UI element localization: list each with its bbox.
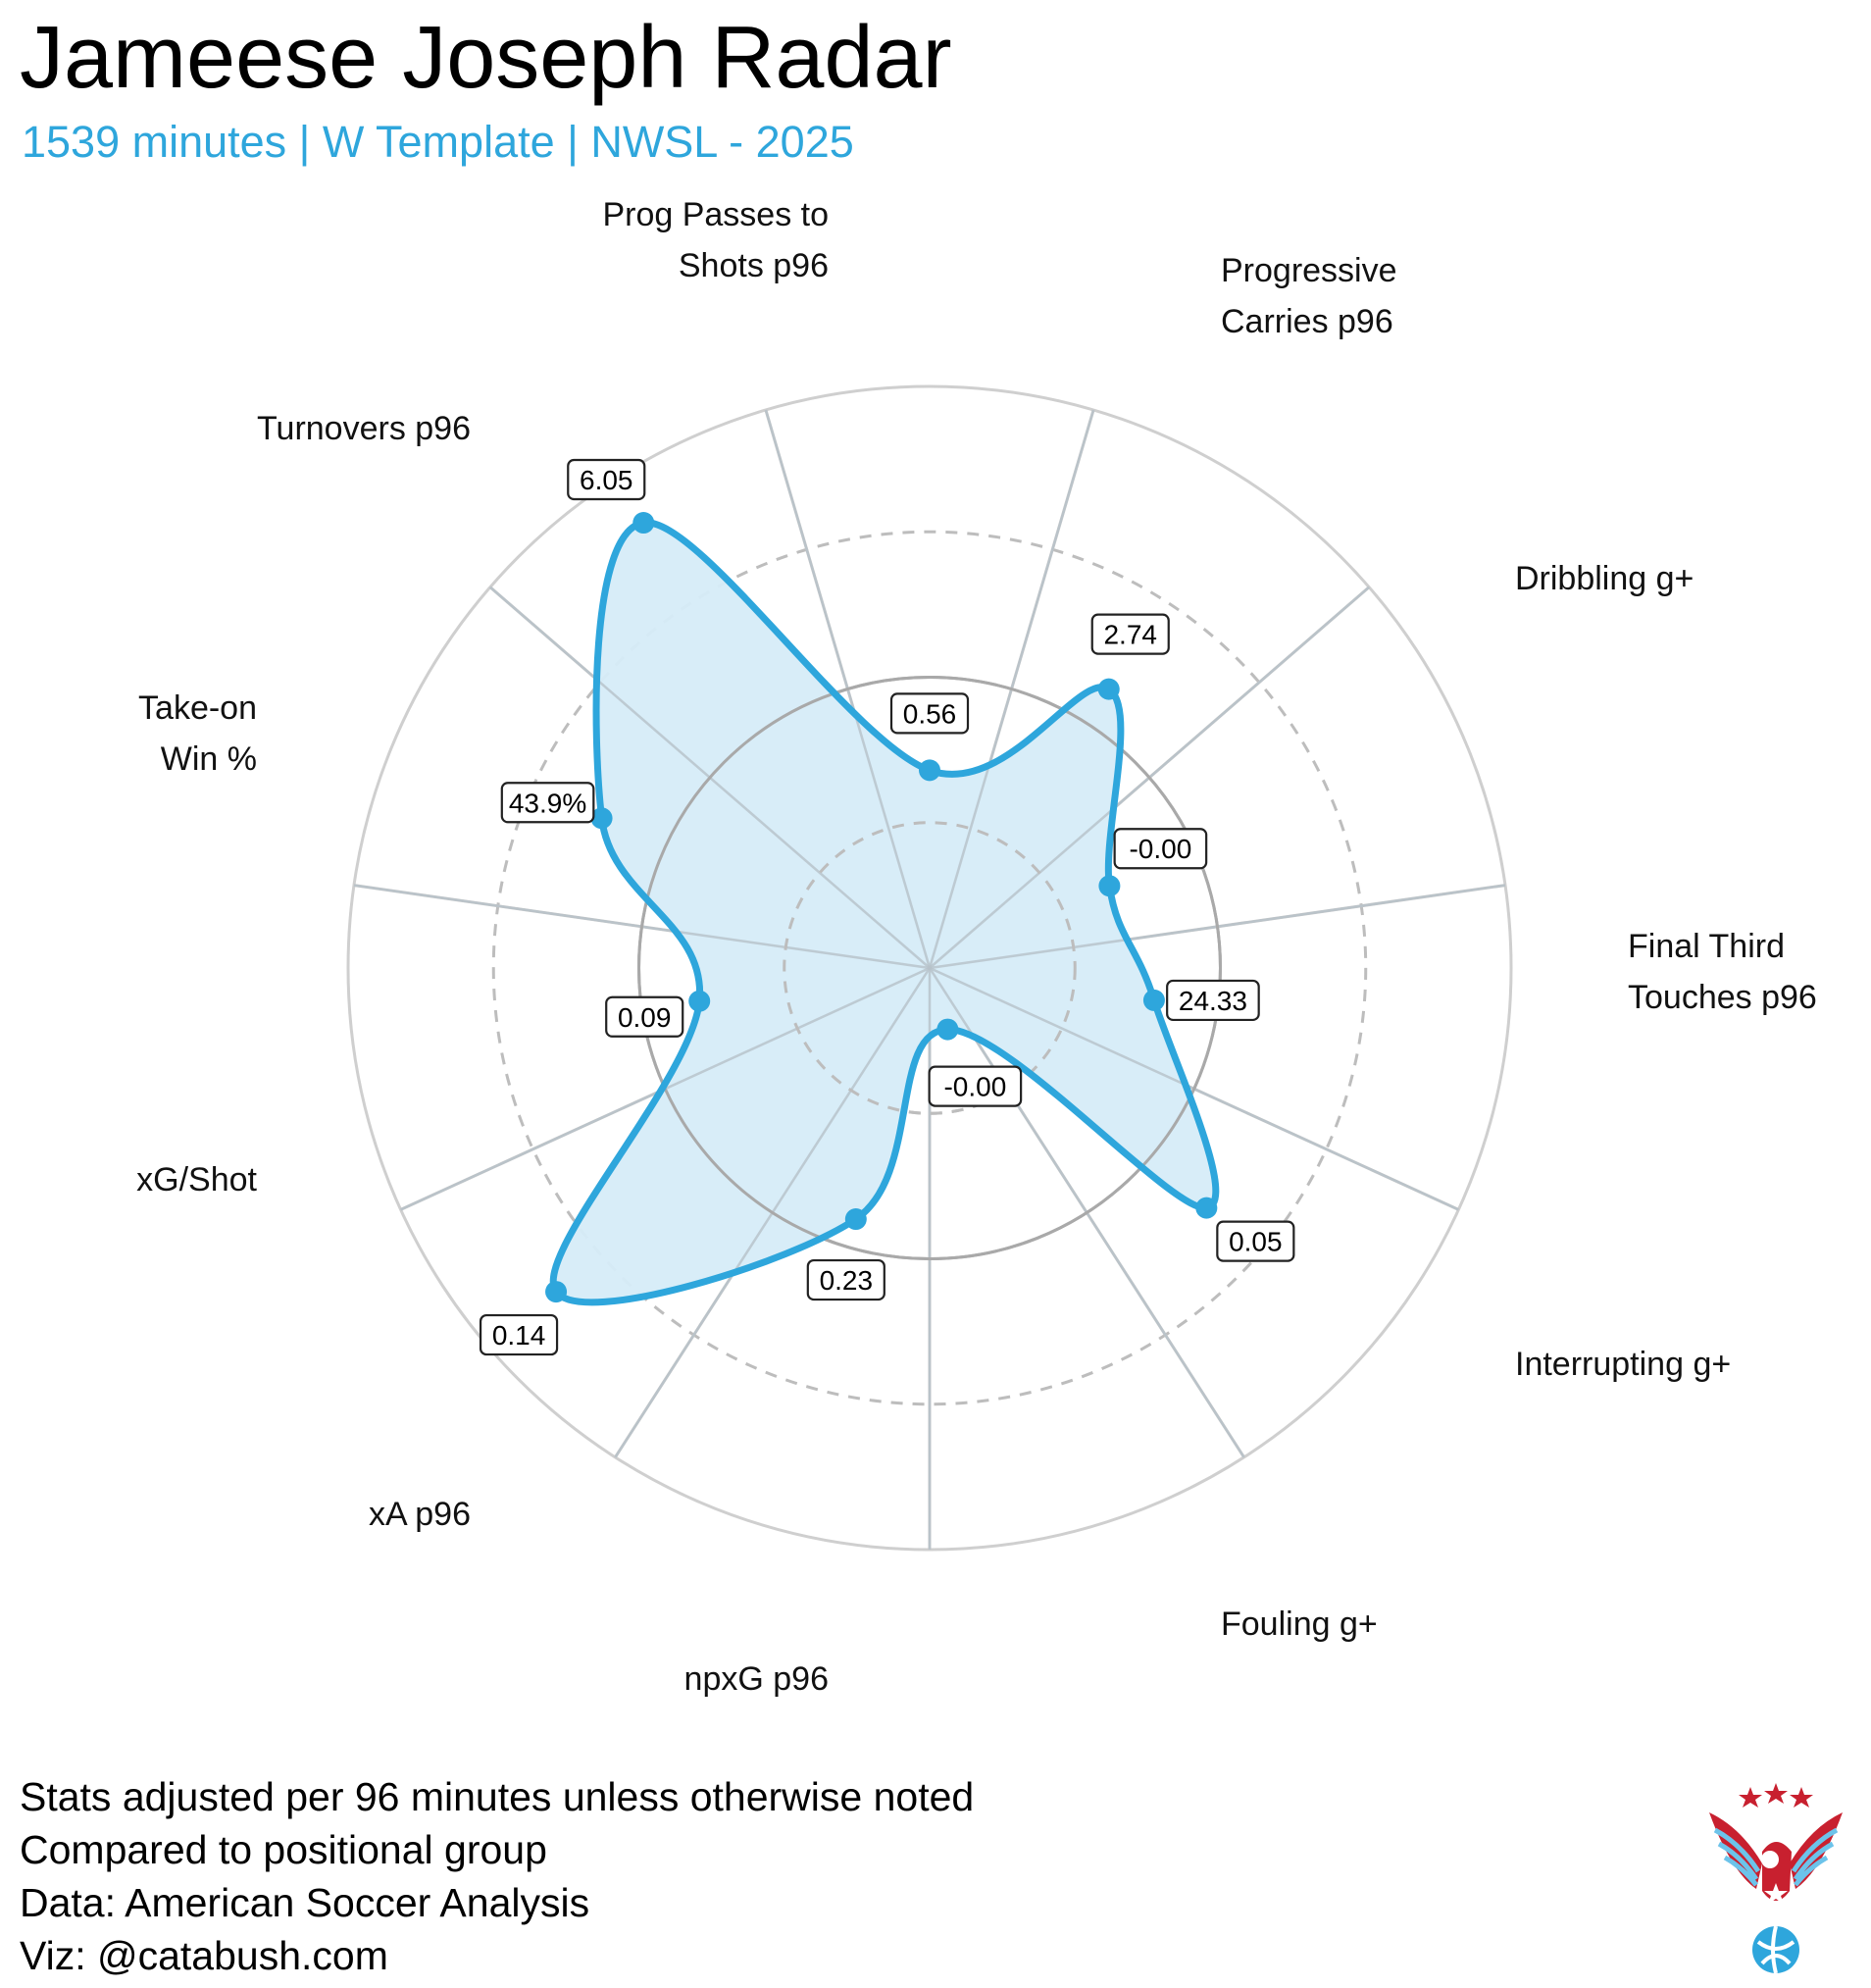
- axis-label-line: Shots p96: [679, 247, 829, 284]
- footer-note: Viz: @catabush.com: [20, 1933, 388, 1978]
- value-label: 0.14: [479, 1313, 559, 1356]
- value-label-box: [605, 995, 684, 1038]
- chart-subtitle: 1539 minutes | W Template | NWSL - 2025: [22, 117, 854, 167]
- value-label-box: [1090, 613, 1170, 655]
- radar-value-labels: 0.56 2.74 -0.00 24.33 0.05 -0.00 0.23 0.14 0.09 4…: [479, 458, 1295, 1356]
- axis-label-line: Final Third: [1628, 928, 1785, 965]
- value-label-text: 43.9%: [509, 788, 586, 818]
- value-label-box: [1166, 979, 1260, 1022]
- axis-label-line: Progressive: [1221, 252, 1397, 289]
- eagle-soccer-ball-logo: [1709, 1783, 1843, 1974]
- axis-label-line: xG/Shot: [136, 1161, 257, 1198]
- axis-label: Dribbling g+: [1515, 560, 1694, 597]
- axis-label: Take-on Win %: [138, 689, 257, 778]
- data-point: [1098, 875, 1121, 897]
- data-point: [936, 1018, 959, 1041]
- axis-label-line: npxG p96: [684, 1660, 829, 1698]
- radar-series: [353, 409, 1506, 1550]
- data-point: [1097, 678, 1120, 700]
- axis-label: Prog Passes to Shots p96: [602, 196, 829, 284]
- axis-label: npxG p96: [684, 1660, 829, 1698]
- value-label: 24.33: [1166, 979, 1260, 1022]
- value-label-box: [806, 1258, 885, 1301]
- axis-label: xA p96: [369, 1496, 471, 1533]
- radar-chart: 0.56 2.74 -0.00 24.33 0.05 -0.00 0.23 0.14 0.09 4…: [136, 196, 1817, 1698]
- value-label-box: [889, 692, 970, 735]
- value-label-text: 0.09: [618, 1002, 672, 1033]
- radar-axis-labels: Prog Passes to Shots p96 Progressive Carrie…: [136, 196, 1817, 1698]
- value-label-text: 2.74: [1103, 620, 1157, 650]
- value-label-box: [928, 1065, 1023, 1107]
- value-label: 0.23: [806, 1258, 885, 1301]
- footer-notes: Stats adjusted per 96 minutes unless oth…: [20, 1770, 974, 1982]
- data-point: [844, 1208, 867, 1231]
- grid-ring-50-over: [637, 676, 1222, 1260]
- axis-label-line: Prog Passes to: [602, 196, 829, 233]
- value-label: 43.9%: [500, 782, 595, 824]
- axis-label-line: Fouling g+: [1221, 1606, 1378, 1643]
- axis-label-line: Dribbling g+: [1515, 560, 1694, 597]
- value-label-text: 0.14: [492, 1320, 546, 1351]
- axis-label-line: Interrupting g+: [1515, 1346, 1731, 1383]
- footer-note: Data: American Soccer Analysis: [20, 1880, 590, 1925]
- chart-title: Jameese Joseph Radar: [20, 9, 952, 107]
- axis-label: Interrupting g+: [1515, 1346, 1731, 1383]
- value-label-box: [1113, 828, 1208, 870]
- value-label-box: [479, 1313, 559, 1356]
- axis-label: Turnovers p96: [257, 410, 471, 447]
- value-label-text: 0.05: [1229, 1227, 1283, 1257]
- data-point: [919, 759, 940, 782]
- value-label-text: 6.05: [580, 465, 633, 495]
- axis-label-line: Turnovers p96: [257, 410, 471, 447]
- axis-label: Fouling g+: [1221, 1606, 1378, 1643]
- value-label: 2.74: [1090, 613, 1170, 655]
- axis-label: Progressive Carries p96: [1221, 252, 1397, 340]
- data-point: [688, 990, 711, 1012]
- data-point: [590, 807, 613, 830]
- footer-note: Compared to positional group: [20, 1827, 547, 1872]
- value-label-text: -0.00: [943, 1072, 1006, 1102]
- value-label-box: [1216, 1220, 1295, 1262]
- axis-label: Final Third Touches p96: [1628, 928, 1817, 1016]
- value-label-box: [567, 458, 646, 501]
- series-area: [553, 522, 1216, 1302]
- value-label: -0.00: [928, 1065, 1023, 1107]
- value-label-text: 24.33: [1179, 986, 1247, 1016]
- axis-label-line: Take-on: [138, 689, 257, 727]
- value-label-text: 0.56: [903, 698, 957, 729]
- value-label-box: [500, 782, 595, 824]
- axis-label: xG/Shot: [136, 1161, 257, 1198]
- axis-label-line: Win %: [161, 740, 257, 778]
- value-label: 0.09: [605, 995, 684, 1038]
- data-point: [632, 512, 655, 535]
- grid-ring-25-over: [783, 821, 1077, 1115]
- value-label: -0.00: [1113, 828, 1208, 870]
- value-label-text: -0.00: [1129, 834, 1191, 864]
- value-label-text: 0.23: [820, 1265, 874, 1296]
- value-label: 0.56: [889, 692, 970, 735]
- axis-label-line: Touches p96: [1628, 979, 1817, 1016]
- data-point: [1195, 1197, 1218, 1219]
- axis-label-line: Carries p96: [1221, 303, 1393, 340]
- radar-points: [545, 512, 1218, 1303]
- data-point: [1142, 989, 1165, 1011]
- axis-label-line: xA p96: [369, 1496, 471, 1533]
- grid-ring-75: [491, 530, 1368, 1406]
- data-point: [545, 1281, 568, 1303]
- value-label: 0.05: [1216, 1220, 1295, 1262]
- value-label: 6.05: [567, 458, 646, 501]
- footer-note: Stats adjusted per 96 minutes unless oth…: [20, 1774, 975, 1819]
